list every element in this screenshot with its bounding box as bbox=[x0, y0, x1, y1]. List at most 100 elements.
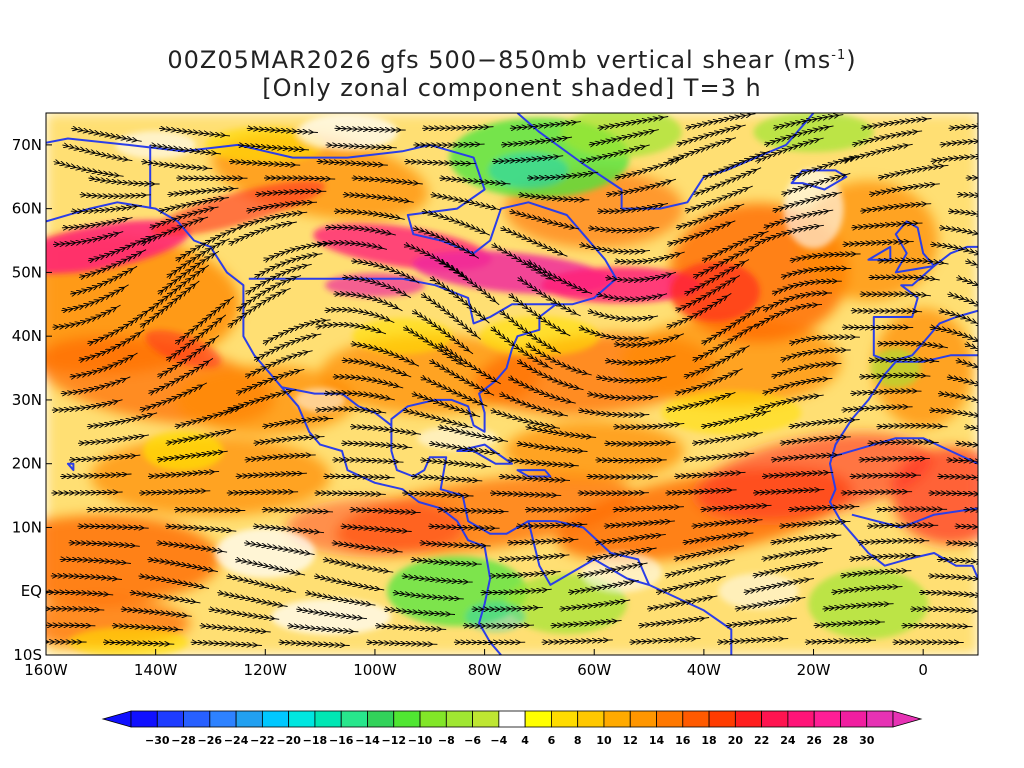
streamline bbox=[156, 543, 228, 552]
streamline bbox=[716, 639, 789, 643]
streamline bbox=[857, 541, 930, 543]
streamline bbox=[208, 609, 280, 619]
streamline bbox=[771, 281, 842, 294]
streamline bbox=[228, 162, 301, 166]
streamline bbox=[700, 505, 772, 509]
streamline bbox=[559, 600, 631, 609]
colorbar-label: 10 bbox=[596, 734, 612, 747]
streamline bbox=[199, 626, 271, 632]
streamline bbox=[500, 137, 573, 145]
colorbar-label: 26 bbox=[807, 734, 823, 747]
streamline bbox=[851, 131, 923, 145]
colorbar-swatch bbox=[734, 710, 763, 728]
streamline bbox=[255, 191, 327, 194]
hawaii-coastline bbox=[66, 462, 75, 472]
streamline bbox=[333, 211, 405, 219]
streamline bbox=[516, 443, 588, 451]
streamline bbox=[761, 548, 833, 559]
streamline bbox=[586, 477, 658, 478]
streamline bbox=[351, 178, 423, 184]
streamline bbox=[788, 507, 860, 510]
colorbar-label: −30 bbox=[145, 734, 170, 747]
streamline bbox=[129, 593, 201, 603]
streamline bbox=[910, 609, 978, 611]
streamline bbox=[613, 333, 684, 345]
streamline bbox=[779, 521, 851, 526]
streamline bbox=[753, 395, 824, 410]
streamline bbox=[316, 162, 388, 166]
colorbar-label: 4 bbox=[521, 734, 529, 747]
streamline bbox=[734, 597, 806, 609]
lat-tick-label: 40N bbox=[12, 327, 42, 345]
streamline bbox=[597, 203, 669, 211]
streamline bbox=[437, 427, 508, 442]
colorbar-swatch bbox=[551, 710, 579, 728]
streamline bbox=[50, 576, 123, 580]
shear-blob bbox=[504, 420, 685, 481]
lon-tick-label: 40W bbox=[687, 661, 721, 679]
streamline bbox=[947, 211, 978, 216]
colorbar-swatch bbox=[682, 710, 710, 728]
streamline bbox=[665, 391, 736, 410]
streamline bbox=[588, 227, 660, 230]
streamline bbox=[568, 580, 639, 592]
streamline bbox=[262, 419, 334, 427]
lon-tick-label: 160W bbox=[24, 661, 68, 679]
colorbar-swatch bbox=[813, 710, 841, 728]
streamline bbox=[603, 521, 675, 526]
streamline bbox=[963, 510, 978, 511]
colorbar-label: −20 bbox=[276, 734, 301, 747]
colorbar-swatch bbox=[183, 710, 211, 728]
streamline bbox=[342, 195, 414, 203]
streamline bbox=[70, 206, 142, 212]
colorbar-swatch bbox=[393, 710, 421, 728]
streamline bbox=[761, 472, 834, 476]
streamline bbox=[226, 492, 299, 493]
streamline bbox=[604, 442, 676, 444]
streamline bbox=[930, 156, 978, 161]
streamline bbox=[691, 433, 763, 444]
streamline bbox=[428, 526, 500, 528]
streamline bbox=[323, 476, 395, 477]
streamline bbox=[527, 172, 599, 178]
streamline bbox=[700, 411, 772, 427]
streamline bbox=[612, 507, 684, 510]
streamline bbox=[235, 473, 307, 476]
streamline bbox=[500, 228, 568, 257]
streamline bbox=[351, 261, 420, 284]
streamline bbox=[849, 475, 921, 476]
streamline bbox=[147, 559, 218, 571]
streamline bbox=[325, 227, 396, 235]
streamline bbox=[588, 130, 659, 145]
colorbar-label: 24 bbox=[780, 734, 796, 747]
colorbar-swatch bbox=[340, 710, 368, 728]
streamline bbox=[946, 377, 978, 386]
streamline bbox=[167, 188, 239, 194]
colorbar-swatch bbox=[577, 710, 605, 728]
streamline bbox=[243, 543, 315, 555]
lon-tick-label: 140W bbox=[134, 661, 178, 679]
colorbar-label: −24 bbox=[224, 734, 249, 747]
colorbar-swatch bbox=[472, 710, 500, 728]
streamline bbox=[322, 559, 394, 572]
colorbar-swatch bbox=[708, 710, 736, 728]
streamline bbox=[46, 609, 105, 610]
streamline bbox=[956, 195, 978, 196]
streamline bbox=[120, 609, 192, 616]
streamline bbox=[770, 535, 842, 543]
lat-tick-label: 30N bbox=[12, 391, 42, 409]
streamline bbox=[858, 459, 930, 460]
colorbar-swatch bbox=[840, 710, 868, 728]
streamline bbox=[413, 144, 485, 145]
colorbar-label: −10 bbox=[408, 734, 433, 747]
streamline bbox=[46, 592, 114, 595]
colorbar-swatch bbox=[261, 710, 290, 728]
streamline bbox=[165, 526, 237, 531]
streamline bbox=[577, 493, 649, 494]
streamline bbox=[88, 178, 160, 184]
streamline bbox=[401, 576, 473, 582]
colorbar: −30 −28 −26 −24 −22 −20 −18 −16 −14 −12 −10 −8 −6 −4 4… bbox=[101, 710, 923, 747]
colorbar-label: 6 bbox=[548, 734, 556, 747]
streamline bbox=[743, 579, 814, 593]
streamline bbox=[324, 310, 395, 324]
